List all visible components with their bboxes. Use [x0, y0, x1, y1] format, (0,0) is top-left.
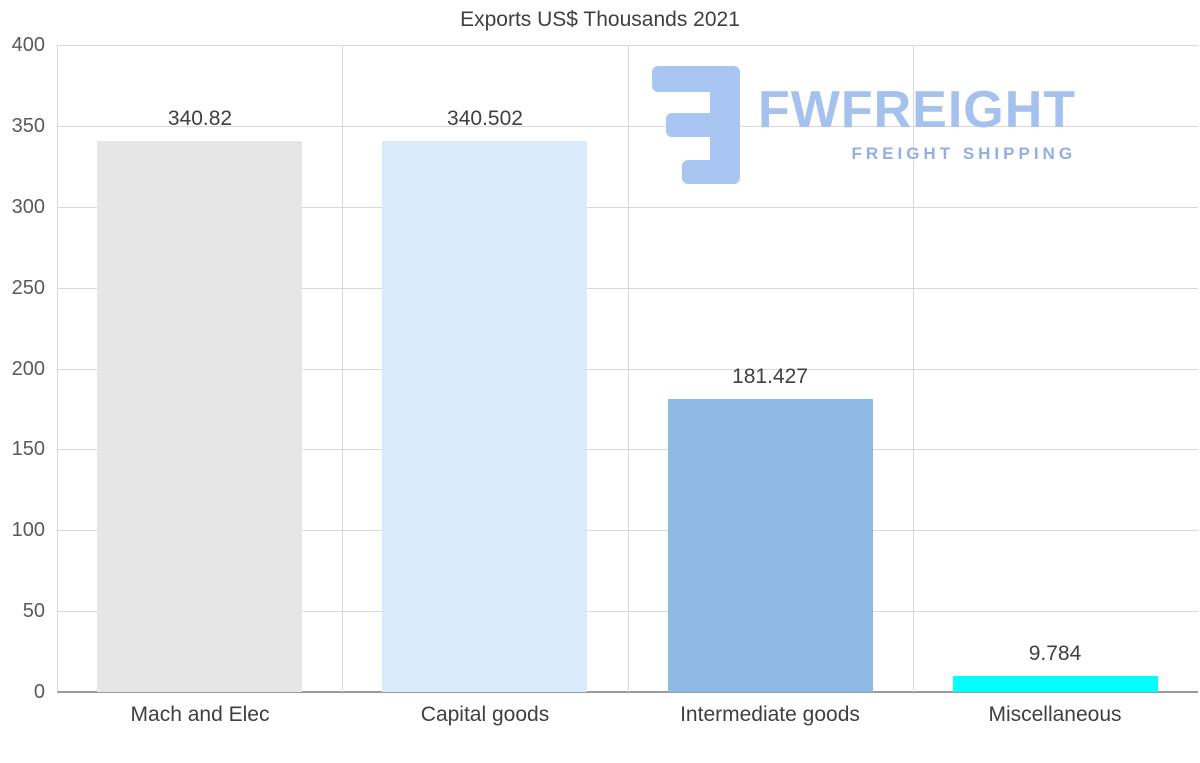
bar-value-label: 181.427 [732, 365, 808, 388]
x-axis-category-label: Capital goods [420, 703, 550, 726]
gridline-horizontal [57, 45, 1198, 46]
gridline-vertical [342, 45, 343, 692]
y-axis-tick-label: 300 [11, 195, 45, 218]
bar-mach-and-elec [97, 141, 302, 692]
gridline-vertical [57, 45, 58, 692]
x-axis-line [57, 691, 1198, 693]
gridline-horizontal [57, 611, 1198, 613]
plot-area [57, 45, 1198, 693]
bar-capital-goods [382, 141, 587, 692]
y-axis-tick-label: 350 [11, 114, 45, 137]
y-axis-tick-label: 400 [11, 34, 45, 56]
x-axis-category-label: Intermediate goods [680, 703, 860, 726]
bar-intermediate-goods [668, 399, 873, 692]
gridline-horizontal [57, 530, 1198, 532]
gridline-horizontal [57, 287, 1198, 289]
gridline-vertical [913, 45, 914, 692]
bar-value-label: 340.502 [447, 107, 523, 130]
y-axis-tick-label: 200 [11, 357, 45, 380]
gridline-vertical [628, 45, 629, 692]
bar-miscellaneous [953, 676, 1158, 692]
y-axis-tick-label: 150 [11, 438, 45, 461]
gridline-horizontal [57, 368, 1198, 370]
bar-value-label: 340.82 [167, 107, 233, 130]
y-axis-tick-label: 50 [22, 600, 45, 623]
chart-title: Exports US$ Thousands 2021 [460, 8, 740, 31]
x-axis-category-label: Mach and Elec [130, 703, 270, 726]
gridline-horizontal [57, 125, 1198, 127]
gridline-horizontal [57, 206, 1198, 208]
x-axis-category-label: Miscellaneous [988, 703, 1122, 726]
y-axis-tick-label: 100 [11, 519, 45, 542]
gridline-horizontal [57, 449, 1198, 451]
y-axis-tick-label: 250 [11, 276, 45, 299]
bar-value-label: 9.784 [1028, 642, 1082, 665]
y-axis-tick-label: 0 [33, 681, 45, 703]
